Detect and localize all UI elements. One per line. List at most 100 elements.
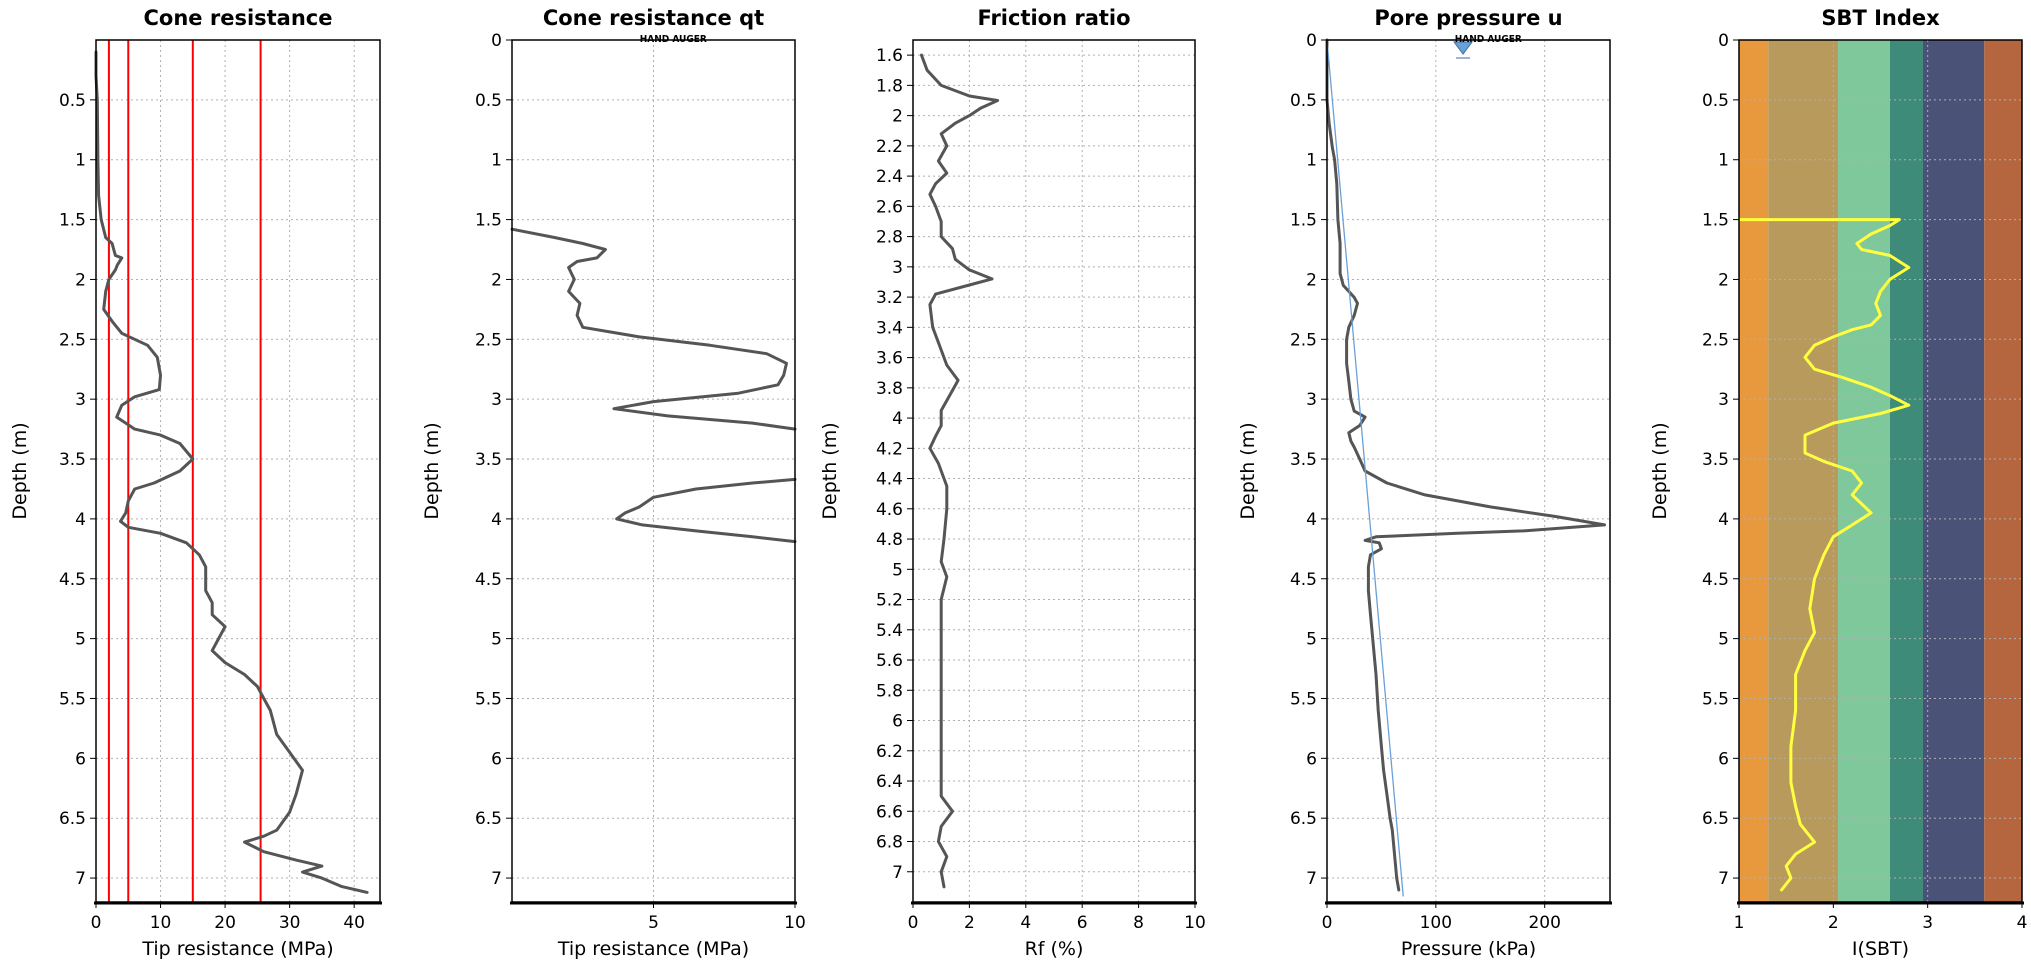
sbt-zone-band (1889, 40, 1923, 902)
y-tick-label: 5.2 (876, 591, 903, 611)
y-tick-label: 1.5 (1290, 211, 1317, 231)
y-axis-label: Depth (m) (421, 422, 443, 519)
y-tick-label: 0 (491, 31, 502, 51)
chart-panel-5: 1 2 3 4 0 0.5 1 1.5 2 2.5 3 3.5 4 4.5 5 5.5 6 6.5 7 SBT Ind… (1649, 6, 2027, 960)
y-axis-label: Depth (m) (1649, 422, 1671, 519)
x-tick-label: 1 (1734, 913, 1745, 933)
chart-title: Cone resistance qt (543, 6, 764, 30)
y-tick-label: 5.5 (1702, 689, 1729, 709)
y-tick-label: 5.6 (876, 651, 903, 671)
chart-title: Pore pressure u (1374, 6, 1562, 30)
series-line (510, 227, 797, 431)
x-tick-label: 3 (1922, 913, 1933, 933)
y-tick-label: 1 (1306, 151, 1317, 171)
y-tick-label: 2.2 (876, 137, 903, 157)
x-axis-label: Pressure (kPa) (1401, 938, 1536, 960)
y-tick-label: 7 (75, 869, 86, 889)
y-tick-label: 6.5 (59, 809, 86, 829)
x-tick-label: 0 (1322, 913, 1333, 933)
y-tick-label: 6.8 (876, 833, 903, 853)
y-tick-label: 6.5 (1702, 809, 1729, 829)
y-tick-label: 3.6 (876, 349, 903, 369)
y-tick-label: 1 (1718, 151, 1729, 171)
y-tick-label: 6.5 (1290, 809, 1317, 829)
y-tick-label: 1.8 (876, 76, 903, 96)
y-tick-label: 2.5 (1702, 330, 1729, 350)
y-tick-label: 6 (892, 712, 903, 732)
y-tick-label: 2.5 (475, 330, 502, 350)
y-tick-label: 6.6 (876, 802, 903, 822)
y-axis-label: Depth (m) (1237, 422, 1259, 519)
x-tick-label: 2 (1828, 913, 1839, 933)
y-tick-label: 6 (75, 749, 86, 769)
y-tick-label: 7 (1718, 869, 1729, 889)
y-tick-label: 2 (1718, 270, 1729, 290)
y-tick-label: 4 (1718, 510, 1729, 530)
y-tick-label: 6 (1306, 749, 1317, 769)
y-tick-label: 3 (892, 258, 903, 278)
x-axis-label: Tip resistance (MPa) (141, 938, 333, 960)
y-tick-label: 0.5 (475, 91, 502, 111)
x-axis-label: Tip resistance (MPa) (557, 938, 749, 960)
series-line (1737, 218, 1911, 892)
y-tick-label: 3.5 (1290, 450, 1317, 470)
y-tick-label: 4.4 (876, 470, 903, 490)
x-tick-label: 5 (648, 913, 659, 933)
y-tick-label: 5.4 (876, 621, 903, 641)
y-tick-label: 3.5 (1702, 450, 1729, 470)
y-tick-label: 5.5 (475, 689, 502, 709)
y-tick-label: 6.5 (475, 809, 502, 829)
y-tick-label: 5 (1306, 630, 1317, 650)
sbt-zone-band (1768, 40, 1839, 902)
y-tick-label: 4.6 (876, 500, 903, 520)
y-tick-label: 5 (1718, 630, 1729, 650)
chart-panel-3: 0 2 4 6 8 10 1.6 1.8 2 2.2 2.4 2.6 2.8 3 3.2 3.4 3.6 3.8 4… (819, 6, 1206, 960)
y-tick-label: 1.5 (475, 211, 502, 231)
y-tick-label: 6.2 (876, 742, 903, 762)
x-tick-label: 8 (1133, 913, 1144, 933)
y-tick-label: 0.5 (1290, 91, 1317, 111)
y-tick-label: 4.5 (1290, 570, 1317, 590)
y-tick-label: 6 (1718, 749, 1729, 769)
y-tick-label: 3 (1718, 390, 1729, 410)
y-tick-label: 3.5 (475, 450, 502, 470)
y-tick-label: 5 (75, 630, 86, 650)
x-tick-label: 4 (2017, 913, 2028, 933)
x-tick-label: 10 (784, 913, 806, 933)
y-tick-label: 3.2 (876, 288, 903, 308)
chart-title: Friction ratio (977, 6, 1130, 30)
y-axis-label: Depth (m) (819, 422, 841, 519)
y-tick-label: 4.5 (1702, 570, 1729, 590)
y-tick-label: 7 (1306, 869, 1317, 889)
x-tick-label: 4 (1020, 913, 1031, 933)
y-tick-label: 2.4 (876, 167, 903, 187)
sbt-zone-band (1739, 40, 1769, 902)
x-tick-label: 10 (150, 913, 172, 933)
y-tick-label: 4 (892, 409, 903, 429)
y-tick-label: 6.4 (876, 772, 903, 792)
y-tick-label: 4 (491, 510, 502, 530)
y-tick-label: 2 (75, 270, 86, 290)
y-tick-label: 3 (75, 390, 86, 410)
series-line (920, 53, 1000, 889)
x-tick-label: 0 (908, 913, 919, 933)
y-tick-label: 3 (491, 390, 502, 410)
y-tick-label: 2 (491, 270, 502, 290)
y-tick-label: 4.8 (876, 530, 903, 550)
y-tick-label: 5.8 (876, 681, 903, 701)
y-tick-label: 2.6 (876, 197, 903, 217)
y-tick-label: 1.5 (1702, 211, 1729, 231)
y-tick-label: 2.5 (1290, 330, 1317, 350)
series-line (1326, 39, 1404, 897)
x-tick-label: 10 (1184, 913, 1206, 933)
x-axis-label: Rf (%) (1025, 938, 1084, 960)
water-table-marker (1453, 41, 1474, 55)
y-tick-label: 6 (491, 749, 502, 769)
y-axis-label: Depth (m) (9, 422, 31, 519)
y-tick-label: 1 (75, 151, 86, 171)
y-tick-label: 4.5 (475, 570, 502, 590)
y-tick-label: 5 (491, 630, 502, 650)
